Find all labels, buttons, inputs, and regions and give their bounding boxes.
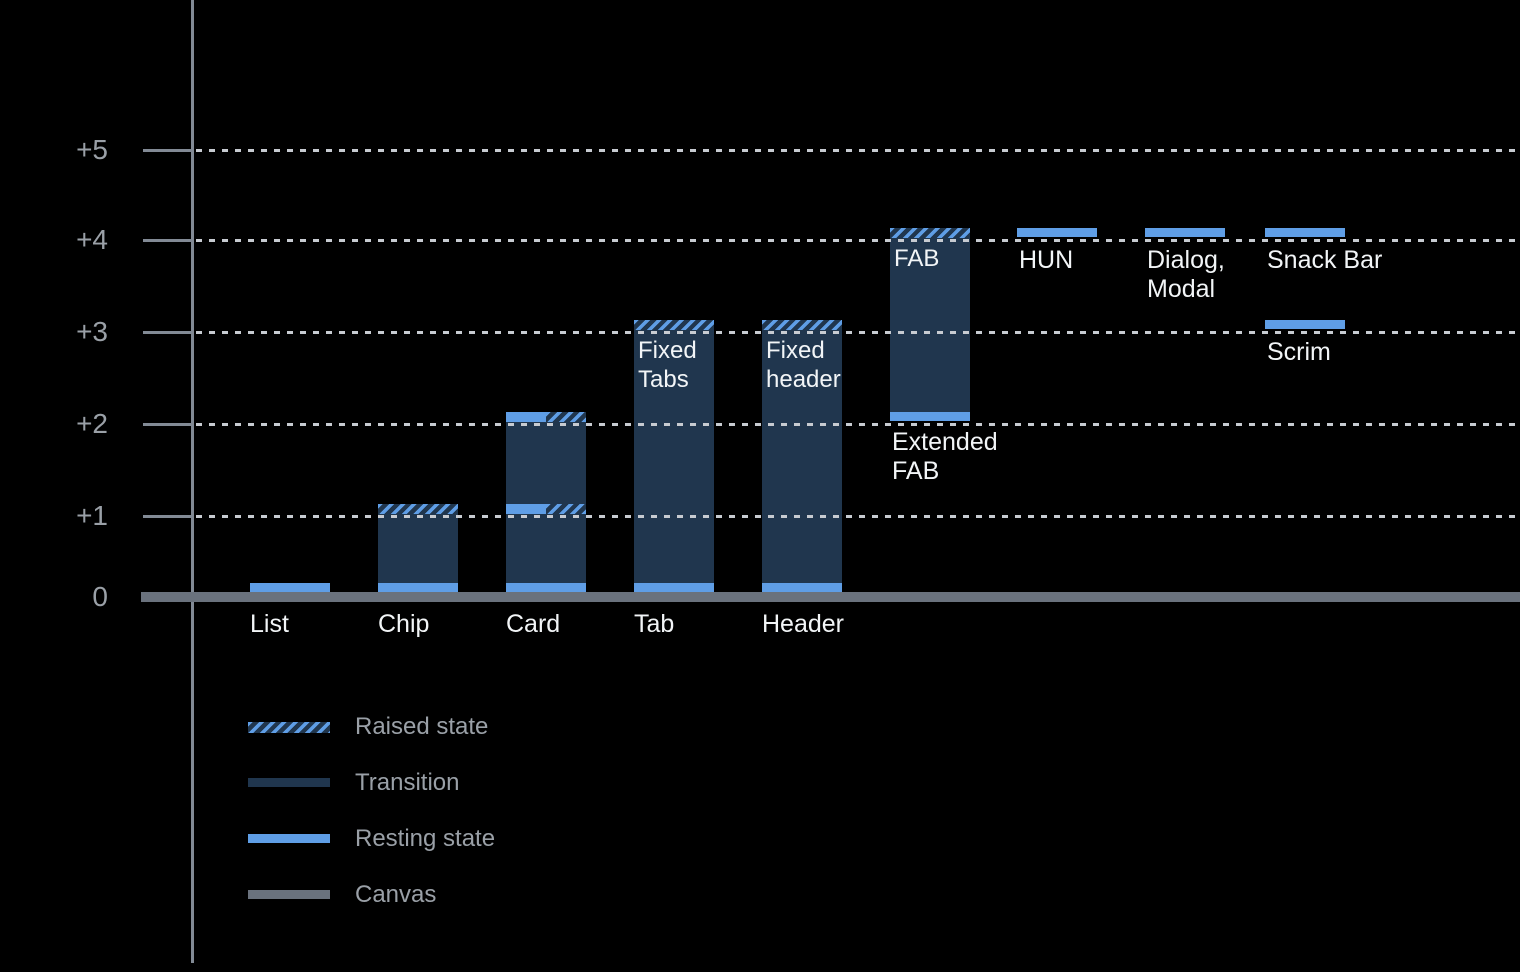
- legend-label-resting: Resting state: [355, 825, 496, 852]
- legend-swatch-resting: [248, 834, 330, 843]
- y-axis-line: [191, 0, 194, 963]
- bar-extended-fab-resting-strip: [890, 412, 970, 421]
- bar-label-snack-bar: Snack Bar: [1267, 246, 1383, 274]
- bar-scrim-resting-strip: [1265, 320, 1345, 329]
- y-tick-label-1: +1: [76, 500, 108, 531]
- y-tick-label-5: +5: [76, 134, 108, 165]
- gridline-1: [196, 515, 1520, 518]
- bar-header-body: [762, 320, 842, 592]
- gridline-3: [196, 331, 1520, 334]
- y-tick-label-3: +3: [76, 316, 108, 347]
- bar-label-scrim: Scrim: [1267, 338, 1331, 366]
- bar-inner-label-header: Fixed header: [766, 337, 841, 393]
- bar-header-raised-band: [762, 320, 842, 330]
- bar-hun-resting-strip: [1017, 228, 1097, 237]
- bar-chip-body: [378, 504, 458, 592]
- bar-label-hun: HUN: [1019, 246, 1074, 274]
- bar-card-resting-strip: [506, 583, 586, 592]
- legend-swatch-canvas: [248, 890, 330, 899]
- bar-extended-fab-body: [890, 228, 970, 421]
- bar-label-dialog-modal: Dialog, Modal: [1147, 246, 1225, 303]
- bar-inner-label-tab: Fixed Tabs: [638, 337, 697, 393]
- bar-chip-raised-band: [378, 504, 458, 514]
- bar-extended-fab-raised-band: [890, 228, 970, 238]
- y-tick-mark-4: [143, 239, 193, 242]
- gridline-2: [196, 423, 1520, 426]
- bar-label-card: Card: [506, 610, 561, 638]
- legend-label-raised: Raised state: [355, 713, 489, 740]
- y-tick-mark-1: [143, 515, 193, 518]
- y-tick-mark-2: [143, 423, 193, 426]
- bar-card-raised-half: [546, 412, 586, 422]
- bar-tab-body: [634, 320, 714, 592]
- y-tick-label-2: +2: [76, 408, 108, 439]
- legend-label-canvas: Canvas: [355, 881, 437, 908]
- bar-label-extended-fab: Extended FAB: [892, 428, 998, 485]
- y-tick-mark-5: [143, 149, 193, 152]
- bar-tab-resting-strip: [634, 583, 714, 592]
- bar-card-mid1-raised-half: [546, 504, 586, 514]
- bar-snack-bar-resting-strip: [1265, 228, 1345, 237]
- bar-card-mid1-resting-half: [506, 504, 546, 514]
- canvas-baseline: [141, 592, 1520, 602]
- bar-label-header: Header: [762, 610, 844, 638]
- bar-card-resting-half: [506, 412, 546, 422]
- y-tick-label-0: 0: [92, 581, 108, 612]
- bar-dialog-modal-resting-strip: [1145, 228, 1225, 237]
- y-tick-mark-3: [143, 331, 193, 334]
- gridline-5: [196, 149, 1520, 152]
- bar-inner-label-extended-fab: FAB: [894, 245, 940, 272]
- bar-label-chip: Chip: [378, 610, 430, 638]
- bar-card-body: [506, 412, 586, 592]
- bar-chip-resting-strip: [378, 583, 458, 592]
- legend-swatch-transition: [248, 778, 330, 787]
- bar-header-resting-strip: [762, 583, 842, 592]
- bar-list-resting-strip: [250, 583, 330, 592]
- gridline-4: [196, 239, 1520, 242]
- bar-tab-raised-band: [634, 320, 714, 330]
- bar-label-list: List: [250, 610, 289, 638]
- legend-swatch-raised: [248, 722, 330, 733]
- y-tick-label-4: +4: [76, 224, 108, 255]
- bar-label-tab: Tab: [634, 610, 675, 638]
- legend-label-transition: Transition: [355, 769, 460, 796]
